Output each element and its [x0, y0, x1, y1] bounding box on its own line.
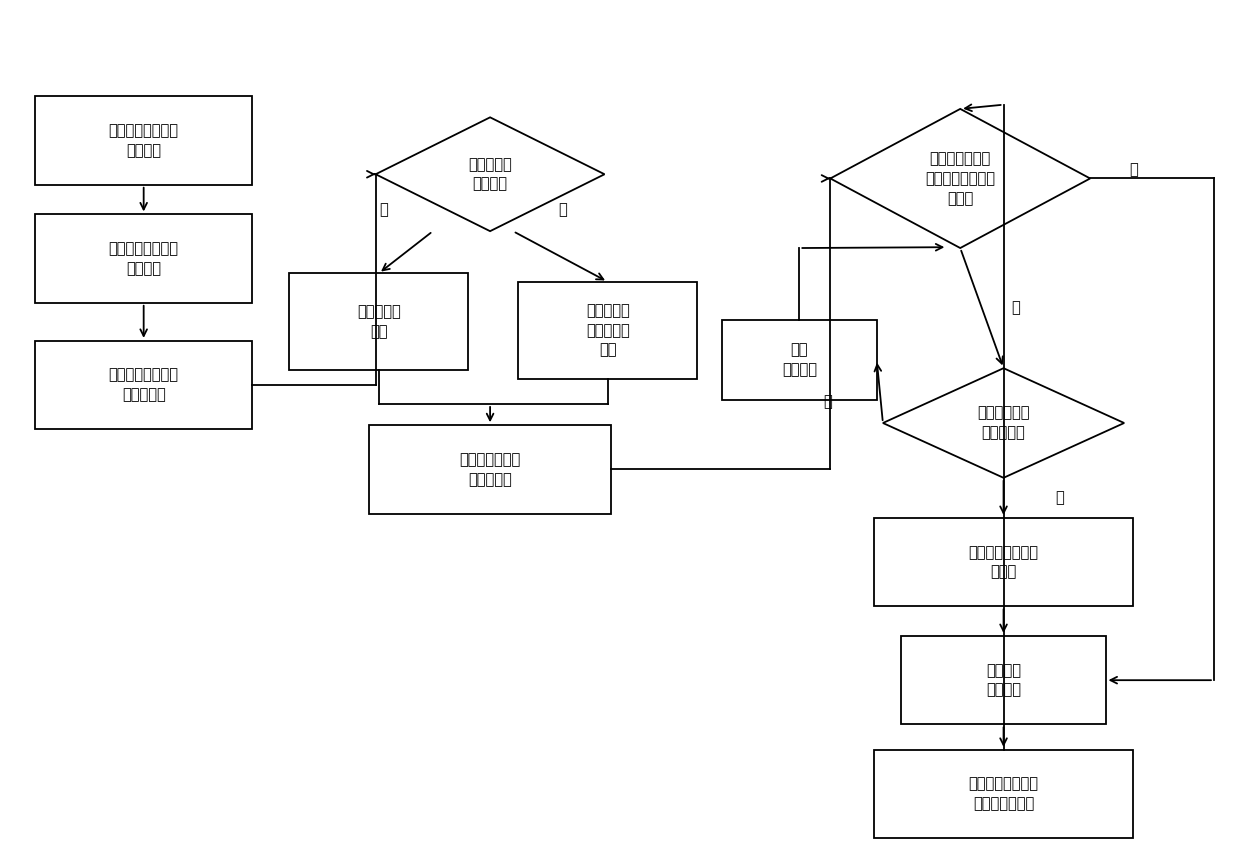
FancyBboxPatch shape	[518, 282, 697, 379]
Text: 机械臂本体
调整为修正
位姿: 机械臂本体 调整为修正 位姿	[585, 303, 630, 358]
Text: 是: 是	[558, 202, 567, 217]
Text: 检测模块进行工
作范围扫描: 检测模块进行工 作范围扫描	[460, 452, 521, 486]
Text: 模拟出机械臂本体
的修正位姿: 模拟出机械臂本体 的修正位姿	[109, 368, 179, 403]
FancyBboxPatch shape	[289, 273, 469, 371]
FancyBboxPatch shape	[36, 96, 252, 184]
Polygon shape	[831, 109, 1090, 248]
Text: 以当前位姿
设置: 以当前位姿 设置	[357, 305, 401, 339]
Text: 否: 否	[1055, 491, 1064, 505]
FancyBboxPatch shape	[874, 518, 1133, 607]
Text: 机械臂本体在安全
工作区域内工作: 机械臂本体在安全 工作区域内工作	[968, 777, 1039, 811]
Polygon shape	[376, 118, 605, 231]
FancyBboxPatch shape	[901, 636, 1106, 724]
Text: 检测机械臂本体
工作范围内是否有
障碍物: 检测机械臂本体 工作范围内是否有 障碍物	[925, 151, 996, 206]
Text: 是否获取一
确定信号: 是否获取一 确定信号	[469, 157, 512, 192]
Text: 检测模块检测当前
位姿信息: 检测模块检测当前 位姿信息	[109, 124, 179, 158]
Text: 停机
人工清除: 停机 人工清除	[782, 343, 817, 377]
Text: 设置安全
工作区域: 设置安全 工作区域	[986, 662, 1021, 698]
FancyBboxPatch shape	[722, 320, 877, 400]
Text: 是: 是	[1012, 300, 1021, 316]
FancyBboxPatch shape	[874, 750, 1133, 838]
Text: 记录障碍物位置进
行避障: 记录障碍物位置进 行避障	[968, 545, 1039, 580]
Text: 障碍物是否需
要手动清除: 障碍物是否需 要手动清除	[977, 405, 1029, 441]
Polygon shape	[883, 368, 1125, 478]
Text: 判断机械臂本体的
安装状态: 判断机械臂本体的 安装状态	[109, 241, 179, 276]
Text: 否: 否	[1130, 162, 1138, 178]
FancyBboxPatch shape	[36, 341, 252, 429]
FancyBboxPatch shape	[36, 214, 252, 303]
Text: 否: 否	[379, 202, 388, 217]
Text: 是: 是	[823, 394, 832, 409]
FancyBboxPatch shape	[370, 425, 611, 514]
